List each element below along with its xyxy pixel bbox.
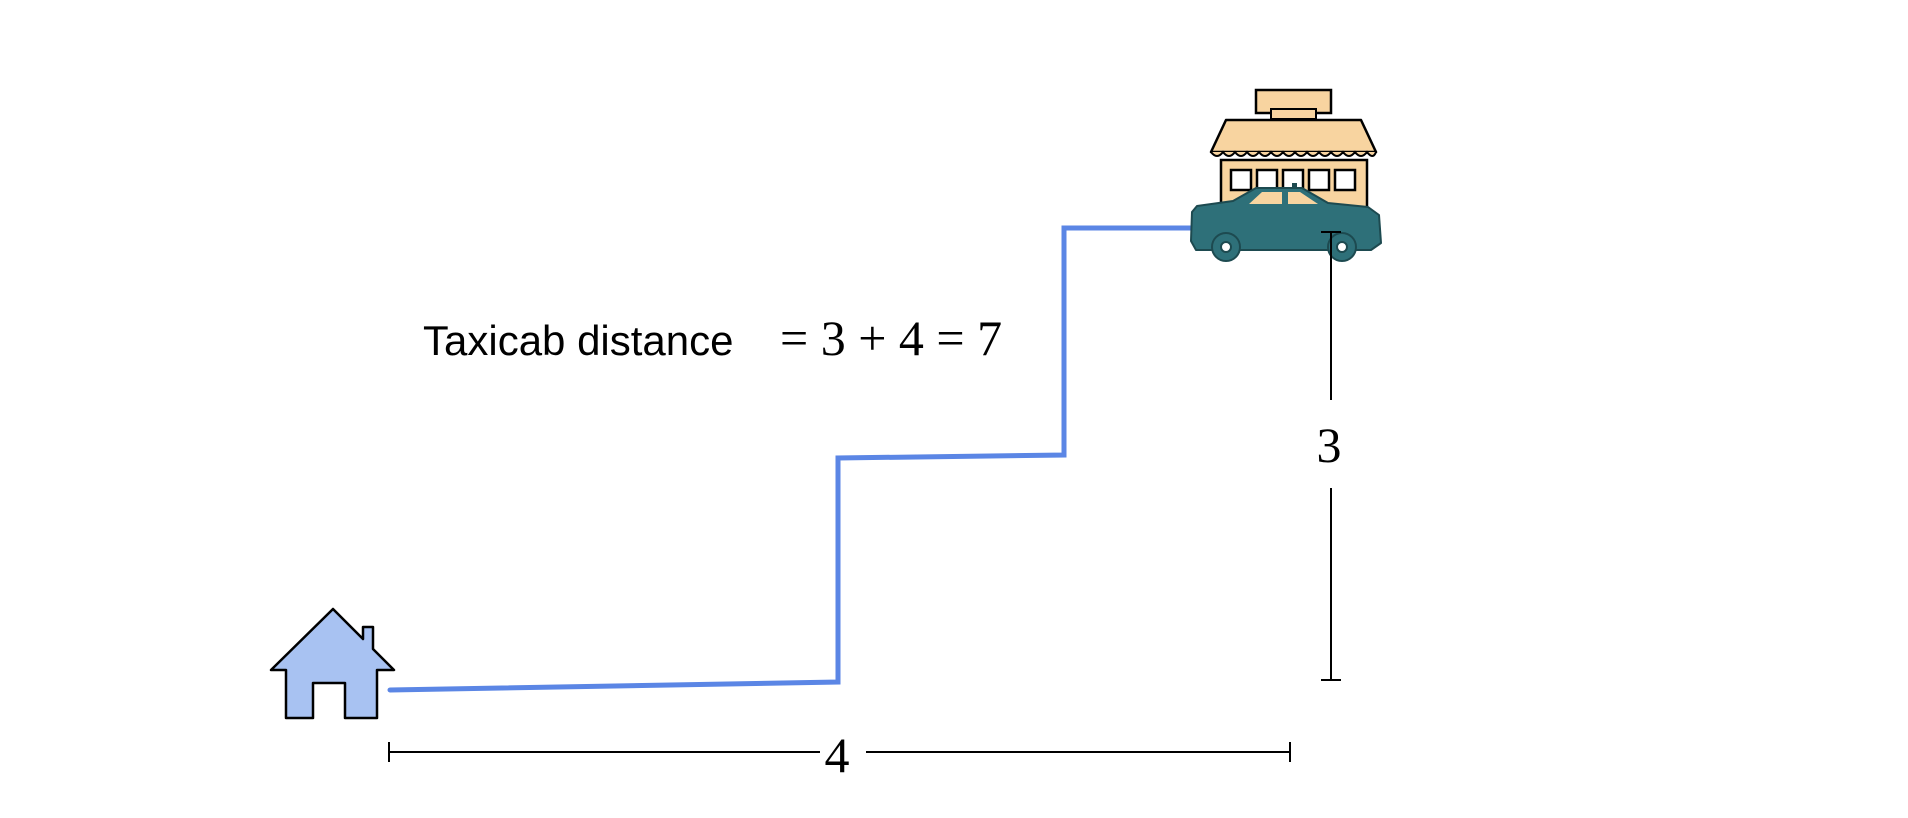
house-icon <box>269 607 396 720</box>
car-icon <box>1190 183 1382 262</box>
taxicab-path <box>387 225 1203 693</box>
formula-label: Taxicab distance <box>423 317 734 364</box>
horizontal-dimension-label: 4 <box>825 727 850 783</box>
vertical-dimension-label: 3 <box>1317 417 1342 473</box>
vertical-dimension: 3 <box>1317 231 1342 681</box>
horizontal-dimension: 4 <box>388 727 1291 783</box>
formula-expression: = 3 + 4 = 7 <box>780 310 1002 366</box>
